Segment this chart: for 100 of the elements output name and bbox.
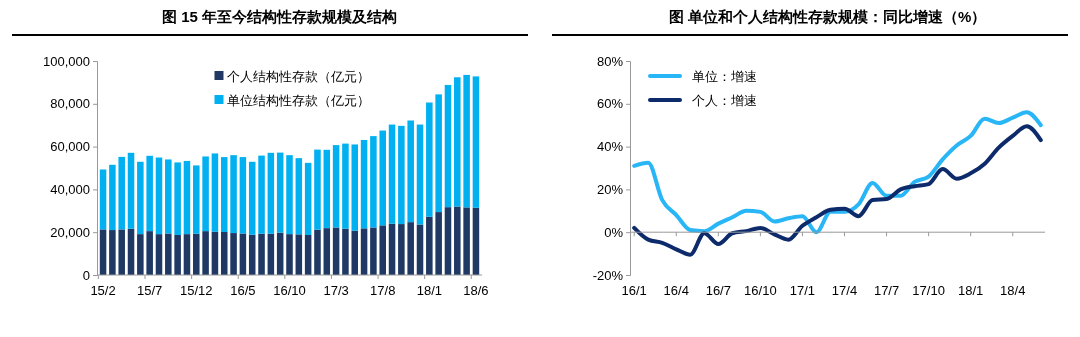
bar (109, 230, 116, 275)
y-tick-label: 80,000 (50, 96, 90, 112)
x-tick-label: 17/4 (831, 283, 858, 298)
bar (183, 160, 191, 235)
legend-label: 个人：增速 (692, 93, 757, 108)
x-tick-label: 15/7 (137, 283, 163, 298)
x-tick-label: 16/5 (230, 283, 256, 298)
bar (174, 234, 181, 275)
bar (454, 77, 461, 207)
y-tick-label: 20,000 (50, 224, 90, 240)
y-tick-label: 60% (596, 96, 624, 112)
bar (360, 228, 368, 275)
bar (351, 230, 359, 275)
bar (388, 124, 396, 224)
x-tick-label: 18/4 (1000, 283, 1026, 298)
bar (146, 231, 153, 275)
bar (295, 158, 303, 235)
x-tick-label: 17/7 (873, 283, 900, 298)
bar (220, 157, 228, 232)
bar (426, 216, 433, 275)
bar (454, 206, 461, 275)
bar (248, 161, 256, 235)
bar (370, 227, 377, 275)
x-tick-label: 18/1 (416, 283, 442, 298)
x-tick-label: 17/1 (789, 283, 816, 298)
bar (407, 120, 414, 223)
bar (193, 165, 200, 234)
bar (472, 207, 480, 275)
legend-label: 单位：增速 (692, 69, 757, 84)
bar (155, 157, 163, 235)
bar (118, 229, 125, 275)
bar (388, 223, 396, 275)
bar (174, 162, 181, 235)
bar (416, 224, 424, 275)
bar (351, 144, 359, 231)
bar (137, 161, 144, 235)
bar (426, 102, 433, 217)
bar (99, 169, 107, 230)
bar (323, 149, 331, 229)
x-tick-label: 17/10 (912, 283, 945, 298)
bar (314, 149, 321, 230)
bar (444, 84, 452, 208)
bar (286, 155, 293, 235)
bar (230, 233, 237, 275)
legend-label: 个人结构性存款（亿元） (226, 69, 370, 84)
bar (183, 234, 191, 275)
x-tick-label: 18/1 (958, 283, 984, 298)
bar (239, 233, 247, 275)
bar (193, 233, 200, 275)
bar (323, 228, 331, 275)
bar (239, 157, 247, 234)
bar (342, 228, 349, 275)
bar (463, 207, 470, 275)
bar (267, 152, 275, 234)
x-tick-label: 16/10 (744, 283, 777, 298)
bar (99, 229, 107, 275)
bar (463, 74, 470, 208)
bar (165, 233, 172, 275)
y-tick-label: 20% (596, 182, 624, 198)
bar (435, 94, 442, 213)
y-tick-label: -20% (592, 267, 624, 283)
bar (137, 234, 144, 275)
bar (118, 156, 125, 230)
x-tick-label: 17/8 (370, 283, 396, 298)
bar (211, 153, 219, 232)
chart-title: 图 单位和个人结构性存款规模：同比增速（%） (668, 8, 987, 25)
bar (332, 145, 340, 228)
bar (202, 156, 209, 232)
bar (360, 139, 368, 229)
bar (444, 207, 452, 275)
legend-label: 单位结构性存款（亿元） (226, 93, 370, 108)
bar (304, 162, 312, 235)
bar (230, 155, 237, 234)
y-tick-label: 0% (604, 224, 624, 240)
bar (398, 125, 405, 225)
y-tick-label: 60,000 (50, 139, 90, 155)
bar (472, 76, 480, 208)
x-tick-label: 16/10 (273, 283, 306, 298)
bar (342, 143, 349, 229)
bar (165, 159, 172, 234)
bar (127, 152, 135, 229)
bar (416, 124, 424, 225)
x-tick-label: 16/4 (663, 283, 689, 298)
y-tick-label: 100,000 (43, 53, 90, 69)
x-tick-label: 16/1 (621, 283, 647, 298)
bar (379, 130, 386, 226)
bar (258, 233, 265, 275)
bar (286, 234, 293, 275)
bar (379, 225, 386, 275)
y-tick-label: 80% (596, 53, 624, 69)
bar (258, 155, 265, 234)
y-tick-label: 40% (596, 139, 624, 155)
chart-title: 图 15 年至今结构性存款规模及结构 (161, 8, 398, 25)
bar (220, 231, 228, 275)
x-tick-label: 18/6 (463, 283, 489, 298)
bar (370, 136, 377, 228)
y-tick-label: 40,000 (50, 182, 90, 198)
bar (304, 234, 312, 275)
x-tick-label: 17/3 (323, 283, 349, 298)
bar (202, 231, 209, 275)
